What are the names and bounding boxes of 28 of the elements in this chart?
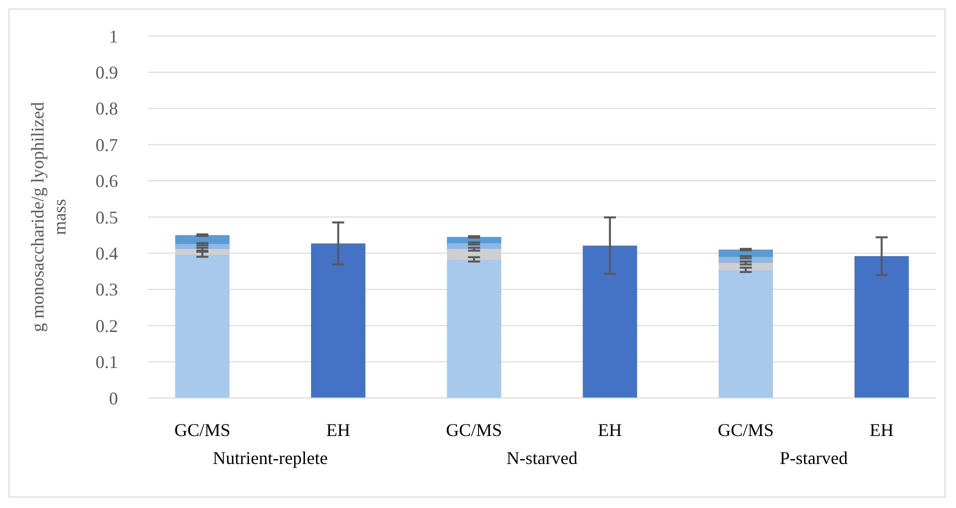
y-tick-label: 0.4 <box>96 244 118 264</box>
bar <box>854 256 909 398</box>
y-tick-label: 0.6 <box>96 171 118 192</box>
x-tick-label: GC/MS <box>718 420 774 440</box>
y-tick-label: 0.9 <box>96 62 118 82</box>
y-tick-label: 0.2 <box>96 316 118 336</box>
text: Nutrient-replete <box>212 448 328 468</box>
x-tick-label: EH <box>598 420 622 440</box>
bar <box>718 270 773 398</box>
x-tick-label: EH <box>326 420 350 440</box>
y-tick-label: 0 <box>109 388 118 408</box>
x-tick-label: GC/MS <box>446 420 502 440</box>
text: P-starved <box>780 448 848 468</box>
x-tick-label: EH <box>870 420 894 440</box>
x-tick-label: GC/MS <box>174 420 230 440</box>
y-tick-label: 0.8 <box>96 98 118 119</box>
bar <box>311 243 366 398</box>
y-tick-label: 1 <box>109 26 118 46</box>
y-tick-label: 0.7 <box>96 134 118 155</box>
bar <box>175 254 230 398</box>
bar <box>446 259 502 398</box>
y-tick-label: 0.1 <box>96 352 118 372</box>
bar <box>582 246 638 398</box>
y-tick-label: 0.5 <box>96 207 118 228</box>
y-tick-label: 0.3 <box>96 280 118 300</box>
y-axis-title: g monosaccharide/g lyophilized mass <box>27 102 70 332</box>
text: N-starved <box>506 448 578 468</box>
bar <box>446 236 502 244</box>
